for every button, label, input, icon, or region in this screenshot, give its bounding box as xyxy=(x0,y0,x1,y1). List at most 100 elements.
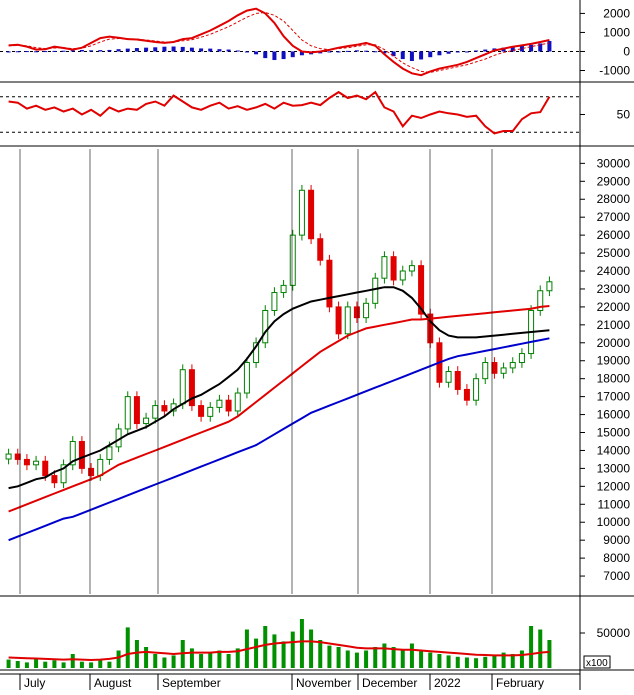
candle-body xyxy=(463,388,470,401)
volume-bar xyxy=(437,654,442,668)
volume-bar xyxy=(529,626,534,668)
volume-unit-box xyxy=(583,655,611,669)
volume-bar xyxy=(428,652,433,668)
macd-histogram-bar xyxy=(217,49,222,52)
macd-histogram-bar xyxy=(428,51,433,58)
price-y-tick-label: 15000 xyxy=(597,426,631,440)
candle-body xyxy=(326,259,333,308)
price-y-tick-label: 21000 xyxy=(597,318,631,332)
macd-histogram-bar xyxy=(199,48,204,52)
price-y-tick-label: 16000 xyxy=(597,408,631,422)
volume-bar xyxy=(24,662,29,668)
volume-series-line-0 xyxy=(8,640,550,662)
price-y-tick-label: 28000 xyxy=(597,192,631,206)
price-y-tick-label: 14000 xyxy=(597,443,631,457)
x-tick-label: November xyxy=(296,676,351,690)
price-y-tick-label: 9000 xyxy=(603,533,630,547)
macd-histogram-bar xyxy=(180,46,185,52)
macd-histogram-bar xyxy=(144,47,149,52)
volume-bar xyxy=(455,656,460,668)
volume-bar xyxy=(391,647,396,668)
candle-body xyxy=(124,396,131,430)
macd-histogram-bar xyxy=(34,51,39,53)
macd-histogram-bar xyxy=(15,51,20,53)
macd-histogram-bar xyxy=(382,51,387,54)
candle-body xyxy=(234,392,241,412)
macd-histogram-bar xyxy=(446,51,451,54)
candle-body xyxy=(262,309,269,344)
macd-histogram-bar xyxy=(483,49,488,52)
x-tick-label: September xyxy=(162,676,221,690)
macd-histogram-bar xyxy=(125,48,130,52)
volume-bar xyxy=(483,656,488,668)
price-series-line-1 xyxy=(8,305,550,513)
candle-body xyxy=(537,290,544,311)
volume-bar xyxy=(52,660,57,668)
volume-bar xyxy=(116,650,121,668)
macd-histogram-bar xyxy=(226,49,231,52)
volume-bar xyxy=(538,629,543,668)
volume-bar xyxy=(382,643,387,668)
macd-histogram-bar xyxy=(162,46,167,52)
macd-histogram-bar xyxy=(116,49,121,52)
volume-bar xyxy=(419,650,424,668)
candle-body xyxy=(482,362,489,380)
candle-body xyxy=(188,369,195,407)
macd-histogram-bar xyxy=(409,51,414,61)
macd-series-line-1 xyxy=(8,11,550,73)
price-y-tick-label: 29000 xyxy=(597,174,631,188)
volume-bar xyxy=(446,655,451,668)
macd-histogram-bar xyxy=(43,51,48,53)
volume-bar xyxy=(281,641,286,668)
macd-histogram-bar xyxy=(89,50,94,52)
macd-histogram-bar xyxy=(373,51,378,53)
macd-histogram-bar xyxy=(61,50,66,52)
macd-histogram-bar xyxy=(538,43,543,52)
volume-bar xyxy=(34,658,39,668)
macd-histogram-bar xyxy=(400,51,405,60)
macd-histogram-bar xyxy=(299,51,304,56)
price-y-tick-label: 12000 xyxy=(597,479,631,493)
candle-body xyxy=(60,464,67,484)
macd-histogram-bar xyxy=(419,51,424,60)
macd-histogram-bar xyxy=(547,41,552,52)
volume-bar xyxy=(519,650,524,668)
candle-body xyxy=(317,238,324,261)
macd-histogram-bar xyxy=(107,49,112,52)
volume-bar xyxy=(43,661,48,668)
rsi-y-tick-label: 50 xyxy=(617,108,631,122)
x-tick-label: 2022 xyxy=(434,676,461,690)
volume-bar xyxy=(235,648,240,668)
candle-body xyxy=(473,378,480,401)
candle-body xyxy=(280,284,287,294)
candle-body xyxy=(418,265,425,315)
price-y-tick-label: 22000 xyxy=(597,300,631,314)
price-series-line-0 xyxy=(8,286,550,490)
volume-bar xyxy=(373,647,378,668)
candle-body xyxy=(399,270,406,281)
price-y-tick-label: 10000 xyxy=(597,515,631,529)
candle-body xyxy=(51,475,58,484)
volume-bar xyxy=(309,629,314,668)
macd-histogram-bar xyxy=(391,51,396,57)
candle-body xyxy=(491,362,498,374)
volume-bar xyxy=(134,640,139,668)
macd-histogram-bar xyxy=(189,47,194,52)
macd-histogram-bar xyxy=(519,45,524,52)
candle-body xyxy=(353,306,360,319)
macd-histogram-bar xyxy=(235,50,240,52)
macd-histogram-bar xyxy=(254,51,259,55)
macd-histogram-bar xyxy=(281,51,286,60)
macd-histogram-bar xyxy=(529,44,534,52)
macd-histogram-bar xyxy=(437,51,442,56)
macd-histogram-bar xyxy=(79,49,84,52)
price-y-tick-label: 11000 xyxy=(598,497,631,511)
macd-histogram-bar xyxy=(263,51,268,59)
price-y-tick-label: 13000 xyxy=(597,461,631,475)
macd-histogram-bar xyxy=(24,51,29,53)
candle-body xyxy=(500,367,507,374)
macd-histogram-bar xyxy=(474,50,479,52)
price-y-tick-label: 17000 xyxy=(597,390,631,404)
